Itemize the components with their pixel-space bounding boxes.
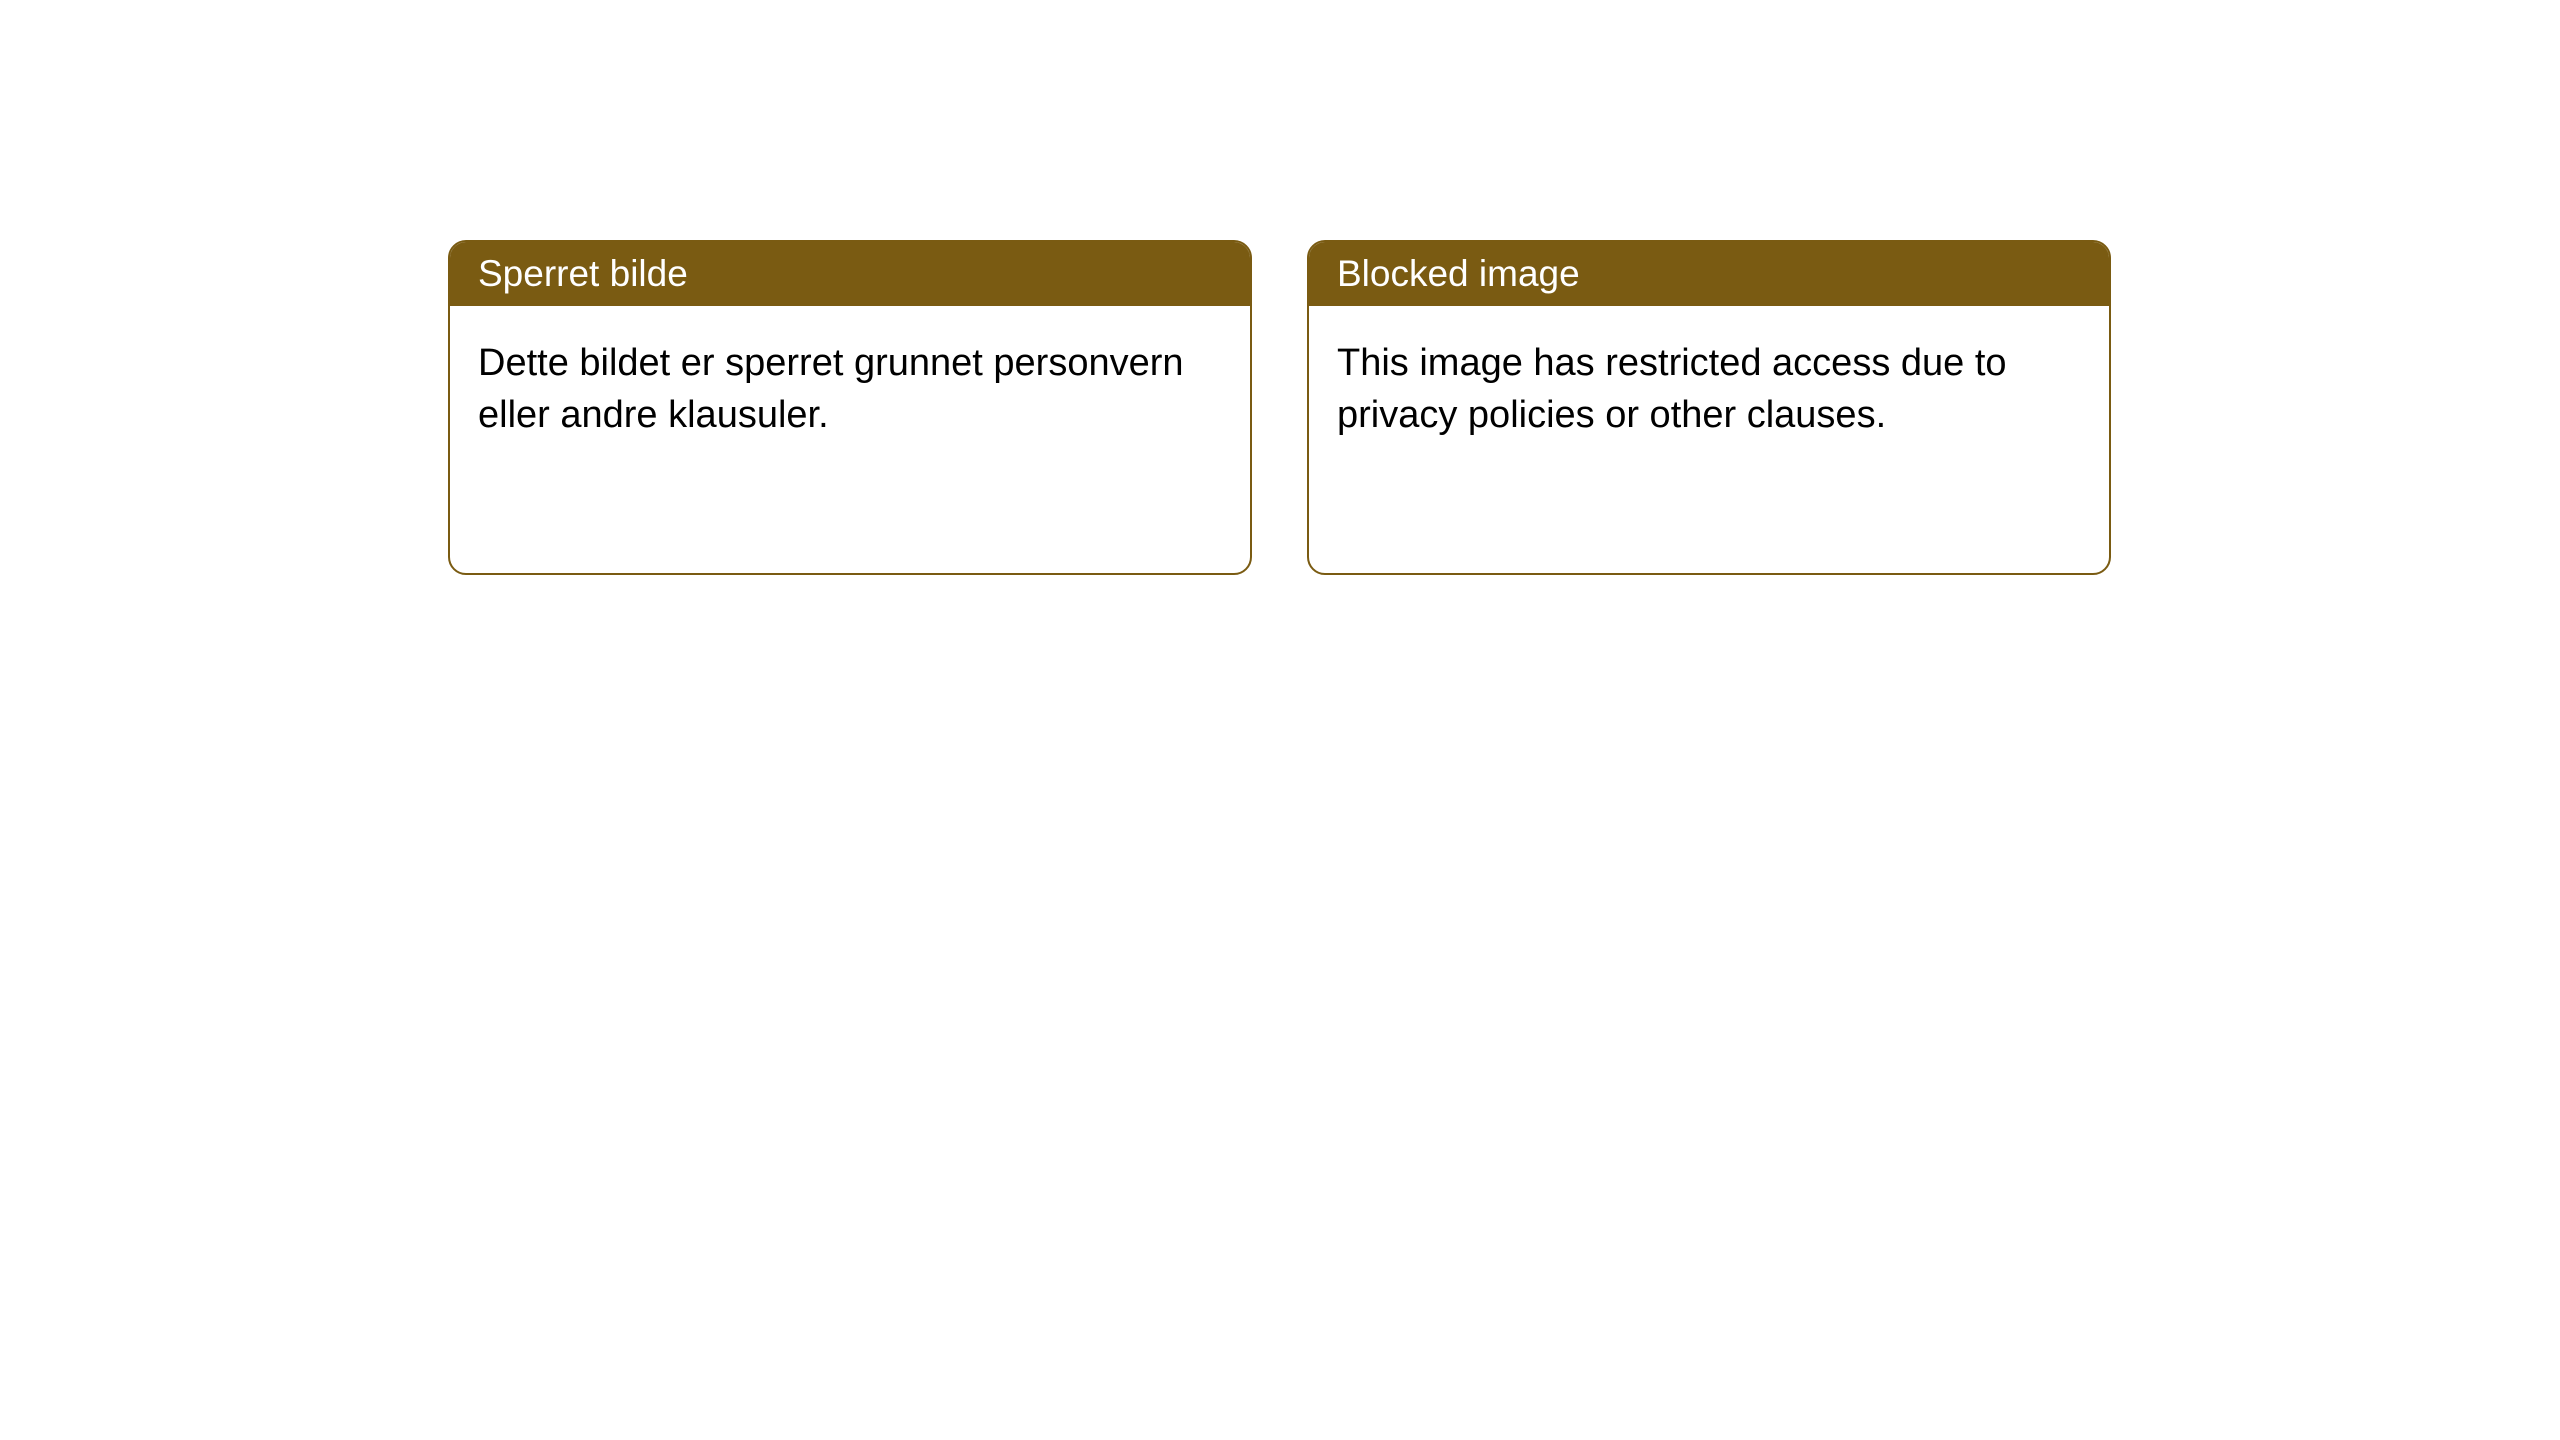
card-body: Dette bildet er sperret grunnet personve… [450,306,1250,473]
card-header: Blocked image [1309,242,2109,306]
notice-card-norwegian: Sperret bilde Dette bildet er sperret gr… [448,240,1252,575]
card-body: This image has restricted access due to … [1309,306,2109,473]
notice-container: Sperret bilde Dette bildet er sperret gr… [448,240,2111,575]
card-body-text: Dette bildet er sperret grunnet personve… [478,342,1184,435]
card-header-text: Sperret bilde [478,253,688,294]
notice-card-english: Blocked image This image has restricted … [1307,240,2111,575]
card-header-text: Blocked image [1337,253,1580,294]
card-body-text: This image has restricted access due to … [1337,342,2007,435]
card-header: Sperret bilde [450,242,1250,306]
